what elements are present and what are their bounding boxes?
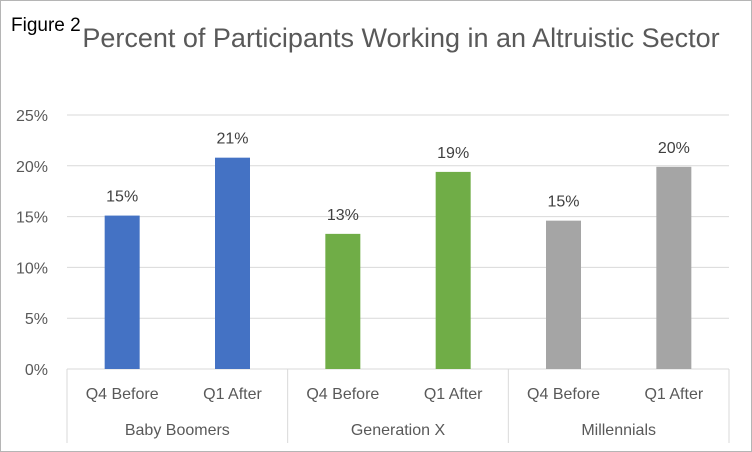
y-tick-label: 20% <box>16 159 48 176</box>
data-label: 15% <box>547 194 579 211</box>
category-label: Q4 Before <box>306 386 379 403</box>
bar <box>104 215 140 369</box>
figure-label: Figure 2 <box>11 15 81 36</box>
data-label: 13% <box>327 207 359 224</box>
data-label: 20% <box>658 140 690 157</box>
data-label: 19% <box>437 145 469 162</box>
bar <box>325 233 361 369</box>
bar <box>656 166 692 369</box>
bar <box>546 220 581 369</box>
bar <box>215 157 250 369</box>
y-tick-label: 25% <box>16 108 48 125</box>
category-label: Q1 After <box>424 386 483 403</box>
bar <box>435 171 471 369</box>
y-tick-label: 10% <box>16 260 48 277</box>
category-label: Q4 Before <box>527 386 600 403</box>
data-label: 21% <box>216 131 248 148</box>
group-label: Millennials <box>581 422 656 439</box>
category-label: Q4 Before <box>86 386 159 403</box>
y-tick-label: 0% <box>25 362 48 379</box>
group-label: Generation X <box>351 422 446 439</box>
chart-title: Percent of Participants Working in an Al… <box>82 23 720 53</box>
category-label: Q1 After <box>644 386 703 403</box>
category-label: Q1 After <box>203 386 262 403</box>
group-label: Baby Boomers <box>125 422 230 439</box>
y-tick-label: 5% <box>25 311 48 328</box>
y-tick-label: 15% <box>16 210 48 227</box>
data-label: 15% <box>106 189 138 206</box>
